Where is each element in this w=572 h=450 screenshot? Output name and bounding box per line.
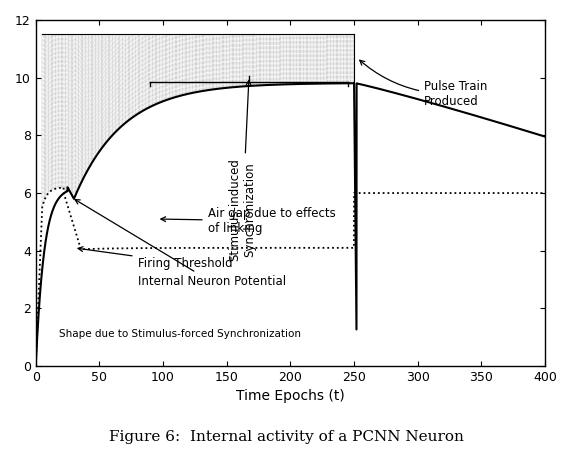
X-axis label: Time Epochs (t): Time Epochs (t) (236, 390, 345, 404)
Text: Shape due to Stimulus-forced Synchronization: Shape due to Stimulus-forced Synchroniza… (59, 329, 301, 339)
Text: Air gap due to effects
of linking: Air gap due to effects of linking (161, 207, 335, 235)
Text: Stimulus-induced
Synchronization: Stimulus-induced Synchronization (229, 81, 257, 261)
Text: Internal Neuron Potential: Internal Neuron Potential (75, 199, 286, 288)
Text: Pulse Train
Produced: Pulse Train Produced (360, 60, 487, 108)
Text: Figure 6:  Internal activity of a PCNN Neuron: Figure 6: Internal activity of a PCNN Ne… (109, 430, 463, 444)
Text: Firing Threshold: Firing Threshold (78, 247, 232, 270)
